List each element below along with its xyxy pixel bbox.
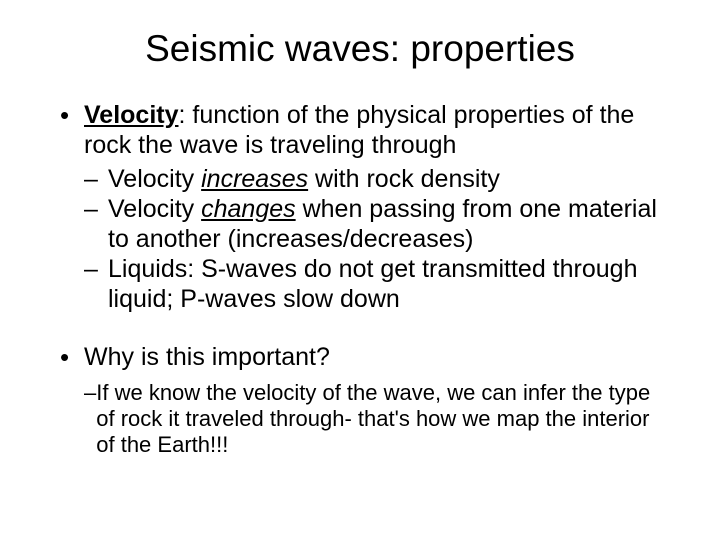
bullet-velocity: • Velocity: function of the physical pro… xyxy=(60,100,660,160)
sub-bullet-changes: – Velocity changes when passing from one… xyxy=(84,194,660,254)
dash-icon: – xyxy=(84,194,108,224)
dash-icon: – xyxy=(84,164,108,194)
sub-increases-text: Velocity increases with rock density xyxy=(108,164,500,194)
spacer xyxy=(60,314,660,342)
dash-icon: – xyxy=(84,254,108,284)
sub-liquids-text: Liquids: S-waves do not get transmitted … xyxy=(108,254,660,314)
bullet-dot-icon: • xyxy=(60,342,84,372)
dash-icon: – xyxy=(84,380,96,406)
answer-row: – If we know the velocity of the wave, w… xyxy=(84,380,660,458)
bullet-why: • Why is this important? xyxy=(60,342,660,372)
velocity-label: Velocity xyxy=(84,101,179,129)
answer-text: If we know the velocity of the wave, we … xyxy=(96,380,660,458)
slide-title: Seismic waves: properties xyxy=(60,28,660,70)
sub-bullet-increases: – Velocity increases with rock density xyxy=(84,164,660,194)
bullet-why-text: Why is this important? xyxy=(84,342,330,372)
sub-changes-text: Velocity changes when passing from one m… xyxy=(108,194,660,254)
bullet-velocity-text: Velocity: function of the physical prope… xyxy=(84,100,660,160)
sub-bullet-liquids: – Liquids: S-waves do not get transmitte… xyxy=(84,254,660,314)
bullet-dot-icon: • xyxy=(60,100,84,130)
slide: Seismic waves: properties • Velocity: fu… xyxy=(0,0,720,540)
